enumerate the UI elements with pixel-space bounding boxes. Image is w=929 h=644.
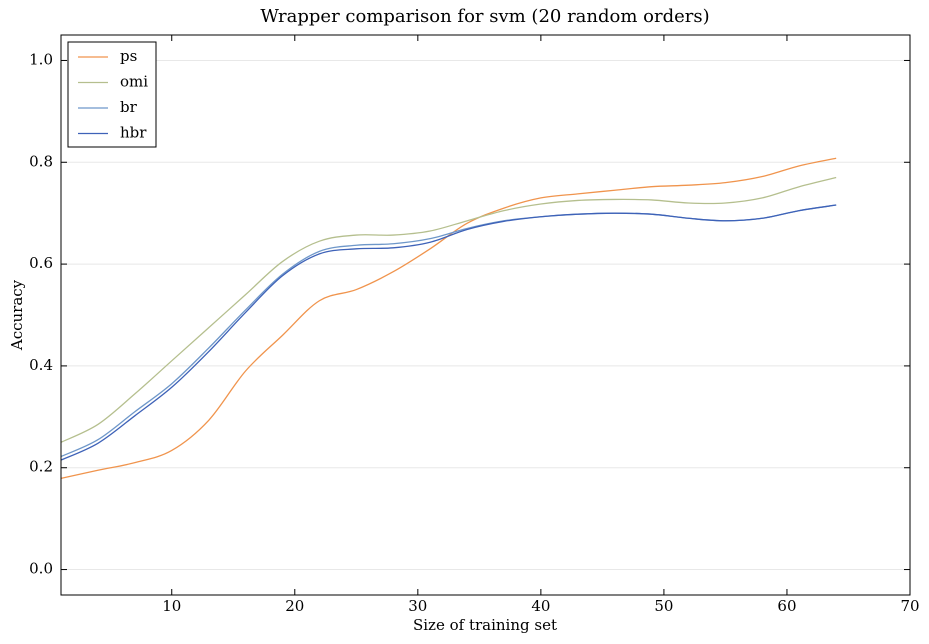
y-tick-label: 0.2 [29,458,53,476]
x-axis-label: Size of training set [413,616,557,634]
legend-label: hbr [120,124,147,142]
x-tick-label: 10 [162,597,181,615]
chart-title: Wrapper comparison for svm (20 random or… [260,6,709,27]
line-series [60,204,837,458]
y-axis-label: Accuracy [8,279,26,351]
legend-box [67,41,157,148]
legend-label: br [120,98,138,116]
line-series [60,204,837,461]
legend-label: ps [120,47,137,65]
y-tick-label: 0.4 [29,356,53,374]
x-tick-label: 60 [777,597,796,615]
y-tick-label: 1.0 [29,50,53,68]
x-tick-label: 50 [654,597,673,615]
y-tick-label: 0.0 [29,560,53,578]
x-tick-label: 30 [408,597,427,615]
legend-label: omi [120,73,148,91]
y-tick-label: 0.6 [29,254,53,272]
y-tick-label: 0.8 [29,152,53,170]
x-tick-label: 70 [900,597,919,615]
x-tick-label: 40 [531,597,550,615]
x-tick-label: 20 [285,597,304,615]
line-series [60,157,837,480]
line-series [60,176,837,443]
plot-frame [60,34,911,596]
